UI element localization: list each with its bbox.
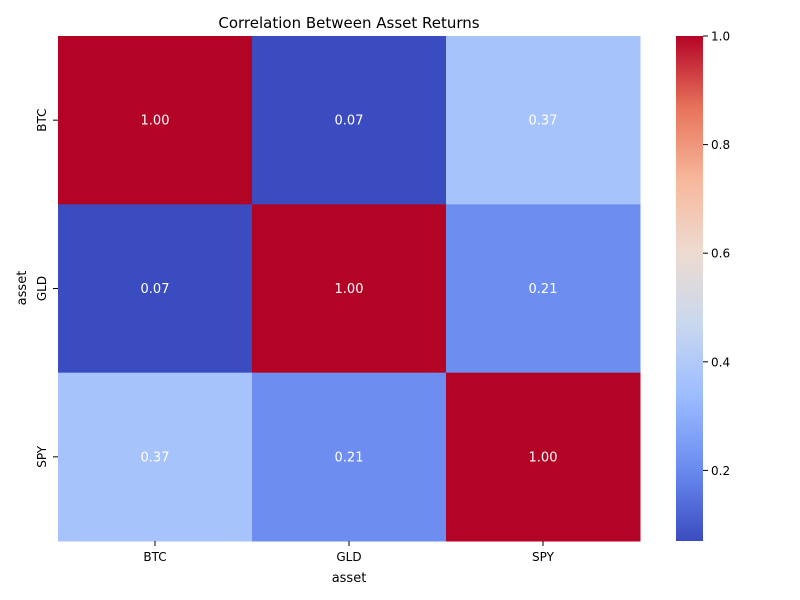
cell-value-label: 0.21	[335, 450, 364, 465]
heatmap-cell	[252, 204, 447, 374]
colorbar	[676, 36, 703, 541]
heatmap-cell-labels: 1.00 0.07 0.37 0.07 1.00 0.21 0.37 0.21 1.00	[141, 114, 558, 466]
y-tick-label: BTC	[35, 109, 49, 132]
heatmap-cell	[446, 204, 641, 374]
colorbar-tick-label: 0.4	[711, 355, 730, 369]
heatmap-cell	[252, 372, 447, 542]
chart-title: Correlation Between Asset Returns	[218, 14, 479, 32]
colorbar-ticks: 0.2 0.4 0.6 0.8 1.0	[703, 30, 730, 478]
y-axis-label: asset	[15, 271, 30, 306]
cell-value-label: 0.21	[529, 282, 558, 297]
colorbar-tick-label: 0.8	[711, 138, 730, 152]
x-tick-label: BTC	[143, 550, 166, 564]
cell-value-label: 1.00	[141, 114, 170, 129]
x-axis-label: asset	[332, 571, 367, 586]
x-axis: BTC GLD SPY	[143, 541, 555, 564]
y-tick-label: GLD	[35, 276, 49, 301]
y-axis: BTC GLD SPY	[35, 109, 58, 468]
x-tick-label: SPY	[532, 550, 555, 564]
heatmap-cell	[58, 36, 253, 205]
heatmap-cell	[58, 204, 253, 374]
colorbar-tick-label: 1.0	[711, 30, 730, 44]
x-tick-label: GLD	[336, 550, 361, 564]
cell-value-label: 1.00	[529, 450, 558, 465]
colorbar-tick-label: 0.2	[711, 464, 730, 478]
cell-value-label: 0.07	[335, 114, 364, 129]
heatmap-cell	[58, 372, 253, 542]
cell-value-label: 0.07	[141, 282, 170, 297]
y-tick-label: SPY	[35, 445, 49, 468]
heatmap-cell	[252, 36, 447, 205]
cell-value-label: 0.37	[141, 450, 170, 465]
colorbar-tick-label: 0.6	[711, 247, 730, 261]
heatmap-cell	[446, 36, 641, 205]
heatmap-cell	[446, 372, 641, 542]
cell-value-label: 1.00	[335, 282, 364, 297]
heatmap-cells	[58, 36, 641, 542]
cell-value-label: 0.37	[529, 114, 558, 129]
